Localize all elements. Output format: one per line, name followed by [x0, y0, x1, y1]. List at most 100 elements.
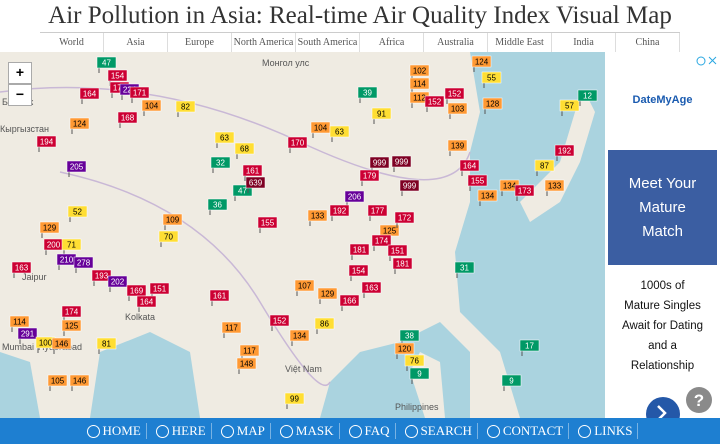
region-tab[interactable]: Europe — [168, 33, 232, 53]
aqi-marker[interactable]: 164 — [79, 87, 100, 104]
aqi-marker[interactable]: 68 — [234, 142, 255, 159]
aqi-marker[interactable]: 129 — [39, 221, 60, 238]
aqi-marker[interactable]: 155 — [257, 216, 278, 233]
aqi-marker[interactable]: 109 — [162, 213, 183, 230]
region-tab[interactable]: World — [40, 33, 104, 53]
aqi-marker[interactable]: 105 — [47, 374, 68, 391]
aqi-marker[interactable]: 82 — [175, 100, 196, 117]
advertisement[interactable]: DateMyAge Meet Your Mature Match 1000s of M… — [605, 52, 720, 418]
aqi-marker[interactable]: 999 — [399, 179, 420, 196]
region-tab[interactable]: Middle East — [488, 33, 552, 53]
aqi-marker[interactable]: 171 — [129, 86, 150, 103]
aqi-marker[interactable]: 70 — [158, 230, 179, 247]
aqi-marker[interactable]: 36 — [207, 198, 228, 215]
aqi-marker[interactable]: 152 — [444, 87, 465, 104]
aqi-marker[interactable]: 173 — [514, 184, 535, 201]
aqi-marker[interactable]: 47 — [96, 56, 117, 73]
aqi-marker[interactable]: 134 — [289, 329, 310, 346]
aqi-marker[interactable]: 164 — [136, 295, 157, 312]
nav-item[interactable]: CONTACT — [482, 423, 570, 439]
aqi-marker[interactable]: 63 — [214, 131, 235, 148]
aqi-marker[interactable]: 174 — [371, 234, 392, 251]
aqi-marker[interactable]: 181 — [349, 243, 370, 260]
aqi-marker[interactable]: 152 — [269, 314, 290, 331]
aqi-marker[interactable]: 12 — [577, 89, 598, 106]
nav-item[interactable]: LINKS — [573, 423, 639, 439]
aqi-marker[interactable]: 146 — [51, 337, 72, 354]
aqi-marker[interactable]: 139 — [447, 139, 468, 156]
aqi-marker[interactable]: 161 — [209, 289, 230, 306]
aqi-marker[interactable]: 192 — [329, 204, 350, 221]
ad-buttons[interactable]: ? — [605, 378, 720, 418]
aqi-marker[interactable]: 32 — [210, 156, 231, 173]
aqi-marker[interactable]: 129 — [317, 287, 338, 304]
aqi-marker[interactable]: 161 — [242, 164, 263, 181]
region-tab[interactable]: South America — [296, 33, 360, 53]
aqi-marker[interactable]: 133 — [544, 179, 565, 196]
region-tab[interactable]: India — [552, 33, 616, 53]
aqi-marker[interactable]: 125 — [61, 319, 82, 336]
aqi-marker[interactable]: 163 — [361, 281, 382, 298]
aqi-marker[interactable]: 291 — [17, 327, 38, 344]
aqi-marker[interactable]: 114 — [9, 315, 30, 332]
aqi-marker[interactable]: 55 — [481, 71, 502, 88]
aqi-marker[interactable]: 134 — [477, 189, 498, 206]
aqi-marker[interactable]: 151 — [387, 244, 408, 261]
region-tab[interactable]: Asia — [104, 33, 168, 53]
aqi-marker[interactable]: 164 — [459, 159, 480, 176]
aqi-marker[interactable]: 179 — [359, 169, 380, 186]
aqi-marker[interactable]: 169 — [126, 284, 147, 301]
aqi-marker[interactable]: 152 — [424, 95, 445, 112]
aqi-marker[interactable]: 47 — [232, 184, 253, 201]
aqi-marker[interactable]: 128 — [482, 97, 503, 114]
aqi-marker[interactable]: 192 — [554, 144, 575, 161]
aqi-marker[interactable]: 172 — [394, 211, 415, 228]
region-tab[interactable]: North America — [232, 33, 296, 53]
nav-item[interactable]: FAQ — [344, 423, 396, 439]
nav-item[interactable]: HOME — [82, 423, 147, 439]
aqi-marker[interactable]: 39 — [357, 86, 378, 103]
aqi-marker[interactable]: 117 — [221, 321, 242, 338]
aqi-marker[interactable]: 81 — [96, 337, 117, 354]
aqi-marker[interactable]: 999 — [391, 155, 412, 172]
aqi-marker[interactable]: 170 — [287, 136, 308, 153]
nav-item[interactable]: MAP — [216, 423, 271, 439]
aqi-marker[interactable]: 124 — [471, 55, 492, 72]
aqi-marker[interactable]: 124 — [69, 117, 90, 134]
nav-item[interactable]: SEARCH — [400, 423, 478, 439]
aqi-marker[interactable]: 166 — [339, 294, 360, 311]
region-tab[interactable]: China — [616, 33, 680, 53]
aqi-marker[interactable]: 104 — [141, 99, 162, 116]
aqi-marker[interactable]: 103 — [447, 102, 468, 119]
zoom-in[interactable]: + — [8, 62, 32, 84]
aqi-marker[interactable]: 63 — [329, 125, 350, 142]
aqi-marker[interactable]: 9 — [501, 374, 522, 391]
aqi-marker[interactable]: 202 — [107, 275, 128, 292]
aqi-marker[interactable]: 76 — [404, 354, 425, 371]
aqi-marker[interactable]: 205 — [66, 160, 87, 177]
aqi-marker[interactable]: 154 — [348, 264, 369, 281]
aqi-marker[interactable]: 146 — [69, 374, 90, 391]
nav-item[interactable]: HERE — [151, 423, 212, 439]
aqi-marker[interactable]: 639 — [245, 176, 266, 193]
aqi-marker[interactable]: 193 — [91, 269, 112, 286]
aqi-marker[interactable]: 163 — [11, 261, 32, 278]
aqi-marker[interactable]: 99 — [284, 392, 305, 409]
aqi-marker[interactable]: 86 — [314, 317, 335, 334]
map[interactable]: БишкекКыргызстанМонгол улсJaipurKolkataM… — [0, 52, 605, 418]
aqi-marker[interactable]: 177 — [367, 204, 388, 221]
aqi-marker[interactable]: 278 — [73, 256, 94, 273]
aqi-marker[interactable]: 133 — [307, 209, 328, 226]
aqi-marker[interactable]: 31 — [454, 261, 475, 278]
aqi-marker[interactable]: 52 — [67, 205, 88, 222]
aqi-marker[interactable]: 107 — [294, 279, 315, 296]
zoom-out[interactable]: − — [8, 84, 32, 106]
aqi-marker[interactable]: 9 — [409, 367, 430, 384]
aqi-marker[interactable]: 148 — [236, 357, 257, 374]
aqi-marker[interactable]: 17 — [519, 339, 540, 356]
aqi-marker[interactable]: 181 — [392, 257, 413, 274]
region-tab[interactable]: Australia — [424, 33, 488, 53]
aqi-marker[interactable]: 194 — [36, 135, 57, 152]
region-tab[interactable]: Africa — [360, 33, 424, 53]
aqi-marker[interactable]: 87 — [534, 159, 555, 176]
